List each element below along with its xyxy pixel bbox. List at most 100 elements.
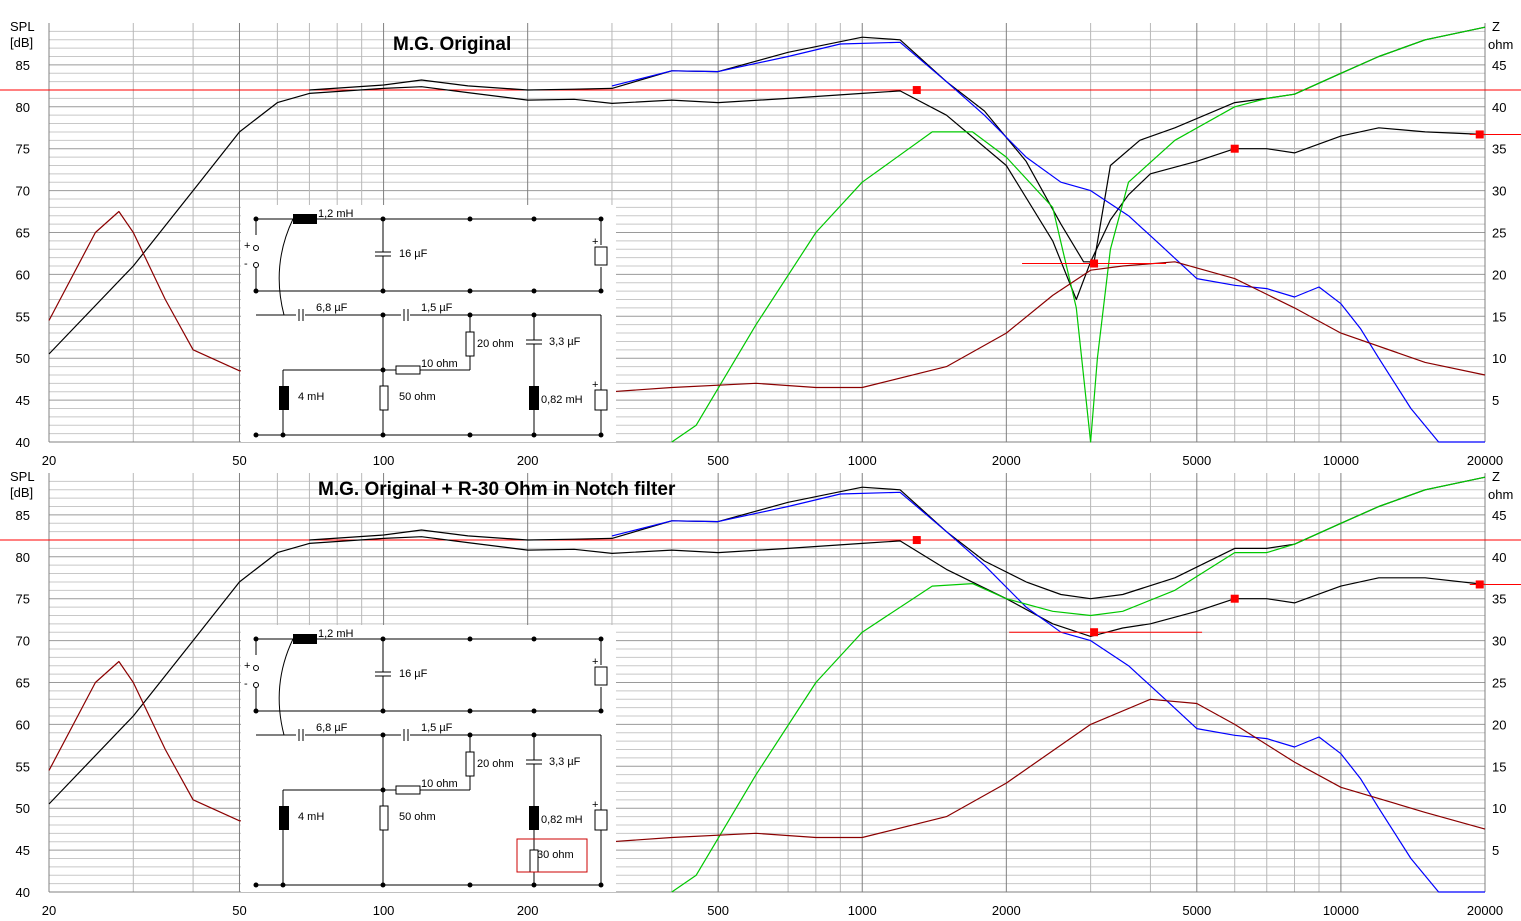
junction-dot	[467, 216, 473, 222]
component-label: 3,3 µF	[549, 336, 581, 348]
y-left-tick-label: 50	[16, 801, 30, 816]
y-right-label: Z	[1492, 19, 1500, 34]
series-line-3	[671, 476, 1486, 893]
junction-dot	[467, 708, 473, 714]
component-label: 16 µF	[399, 248, 428, 260]
junction-dot	[598, 432, 604, 438]
y-left-tick-label: 55	[16, 759, 30, 774]
chart-title: M.G. Original + R-30 Ohm in Notch filter	[318, 479, 676, 500]
input-terminal	[253, 262, 259, 268]
resistor-symbol	[395, 365, 421, 375]
series-line-3	[671, 26, 1486, 443]
junction-dot	[531, 216, 537, 222]
y-right-tick-label: 30	[1492, 184, 1506, 199]
component-label: 0,82 mH	[541, 394, 583, 406]
y-left-tick-label: 40	[16, 435, 30, 450]
x-tick-label: 2000	[992, 453, 1021, 468]
inductor-symbol	[279, 386, 289, 410]
junction-dot	[598, 882, 604, 888]
y-left-tick-label: 85	[16, 508, 30, 523]
y-right-label: Z	[1492, 469, 1500, 484]
chart-title: M.G. Original	[393, 34, 511, 55]
chart-panel-bottom: 20 50 100 200 500 1000 2000 5000 10000 20000 40 45 5…	[0, 469, 1521, 918]
terminal-plus: +	[244, 240, 250, 252]
y-left-tick-label: 70	[16, 184, 30, 199]
component-label: 6,8 µF	[316, 722, 348, 734]
y-right-tick-label: 5	[1492, 393, 1499, 408]
inductor-symbol	[293, 634, 317, 644]
junction-dot	[253, 882, 259, 888]
junction-dot	[380, 787, 386, 793]
x-tick-label: 20	[42, 903, 56, 918]
marker-point	[912, 536, 921, 545]
crossover-schematic: + - 1,2 mH 16 µF 6,8 µF 1,5 µF 20 ohm 10 ohm 3,3…	[241, 205, 616, 442]
tweeter-symbol	[594, 666, 608, 686]
resistor-symbol	[379, 805, 389, 831]
component-label: 1,5 µF	[421, 722, 453, 734]
inductor-symbol	[529, 806, 539, 830]
inductor-symbol	[529, 386, 539, 410]
junction-dot	[253, 288, 259, 294]
x-tick-label: 20000	[1467, 453, 1503, 468]
x-tick-label: 100	[373, 903, 395, 918]
y-right-tick-label: 35	[1492, 592, 1506, 607]
x-tick-label: 1000	[848, 453, 877, 468]
junction-dot	[280, 882, 286, 888]
y-right-tick-label: 45	[1492, 58, 1506, 73]
x-tick-label: 5000	[1182, 903, 1211, 918]
speaker-plus: +	[592, 799, 598, 811]
y-left-unit: [dB]	[10, 35, 33, 50]
x-tick-label: 1000	[848, 903, 877, 918]
crossover-schematic: + - 1,2 mH 16 µF 6,8 µF 1,5 µF 20 ohm 10 ohm 3,3…	[241, 625, 616, 892]
x-tick-label: 500	[707, 903, 729, 918]
x-tick-label: 5000	[1182, 453, 1211, 468]
junction-dot	[380, 708, 386, 714]
junction-dot	[531, 432, 537, 438]
chart-panel-top: 20 50 100 200 500 1000 2000 5000 10000 20000 40 45 5…	[0, 19, 1521, 468]
x-tick-label: 50	[232, 903, 246, 918]
woofer-symbol	[594, 809, 608, 831]
component-label: 50 ohm	[399, 391, 436, 403]
y-right-tick-label: 25	[1492, 676, 1506, 691]
junction-dot	[380, 882, 386, 888]
y-left-tick-label: 80	[16, 550, 30, 565]
y-left-tick-label: 80	[16, 100, 30, 115]
y-right-tick-label: 5	[1492, 843, 1499, 858]
x-tick-label: 10000	[1323, 453, 1359, 468]
junction-dot	[253, 708, 259, 714]
component-label: 30 ohm	[537, 849, 574, 861]
speaker-plus: +	[592, 236, 598, 248]
y-left-tick-label: 85	[16, 58, 30, 73]
marker-point	[1230, 594, 1239, 603]
x-tick-label: 200	[517, 903, 539, 918]
input-terminal	[253, 245, 259, 251]
y-right-tick-label: 25	[1492, 226, 1506, 241]
x-tick-label: 500	[707, 453, 729, 468]
junction-dot	[531, 288, 537, 294]
component-label: 0,82 mH	[541, 814, 583, 826]
x-tick-label: 50	[232, 453, 246, 468]
wire	[278, 218, 294, 316]
y-left-tick-label: 65	[16, 226, 30, 241]
y-left-tick-label: 55	[16, 309, 30, 324]
schematic-background	[241, 205, 616, 442]
x-tick-label: 20	[42, 453, 56, 468]
marker-point	[1230, 144, 1239, 153]
x-tick-label: 10000	[1323, 903, 1359, 918]
junction-dot	[380, 432, 386, 438]
y-left-tick-label: 40	[16, 885, 30, 900]
y-left-label: SPL	[10, 19, 35, 34]
y-left-tick-label: 70	[16, 634, 30, 649]
junction-dot	[467, 882, 473, 888]
component-label: 50 ohm	[399, 811, 436, 823]
junction-dot	[280, 432, 286, 438]
resistor-symbol	[465, 751, 475, 777]
y-left-tick-label: 60	[16, 267, 30, 282]
input-terminal	[253, 665, 259, 671]
component-label: 1,2 mH	[318, 208, 354, 220]
terminal-minus: -	[244, 258, 248, 270]
junction-dot	[531, 636, 537, 642]
y-right-tick-label: 15	[1492, 309, 1506, 324]
component-label: 10 ohm	[421, 778, 458, 790]
